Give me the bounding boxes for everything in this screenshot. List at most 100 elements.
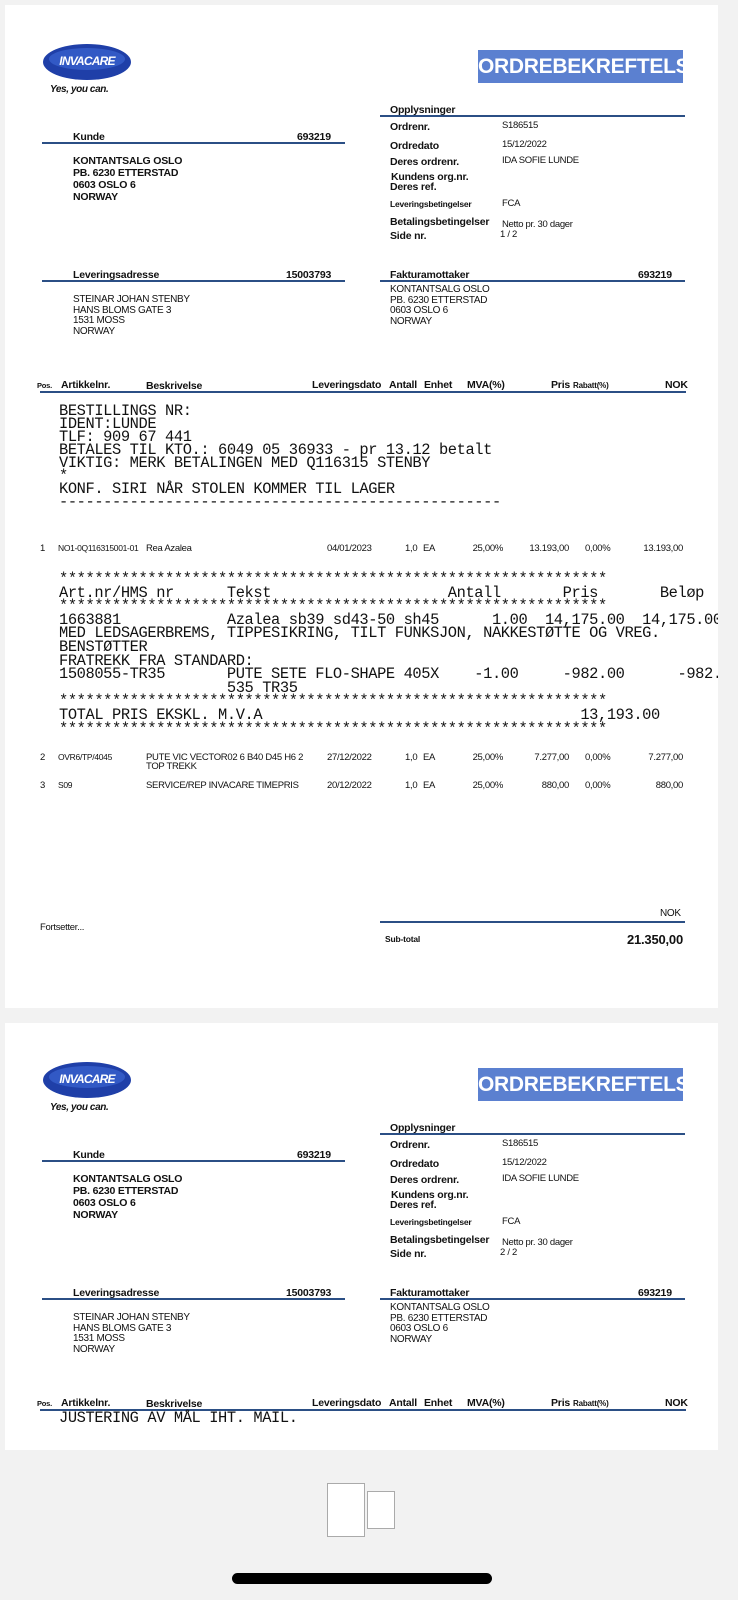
kunde-label: Kunde bbox=[73, 131, 105, 143]
faktura-number: 693219 bbox=[638, 1287, 672, 1299]
row-description: PUTE VIC VECTOR02 6 B40 D45 H6 2 bbox=[146, 752, 304, 763]
col-pris: Pris bbox=[551, 379, 571, 391]
kunde-address-line: KONTANTSALG OSLO bbox=[73, 155, 183, 167]
kunde-address-line: 0603 OSLO 6 bbox=[73, 179, 136, 191]
spec-line: Art.nr/HMS nr Tekst Antall Pris Beløp bbox=[59, 583, 705, 602]
thumbnail-page-2[interactable] bbox=[367, 1491, 395, 1529]
row-description: SERVICE/REP INVACARE TIMEPRIS bbox=[146, 780, 299, 791]
row-vat: 25,00% bbox=[472, 752, 504, 763]
info-label: Deres ordrenr. bbox=[390, 156, 459, 168]
row-delivery-date: 20/12/2022 bbox=[327, 780, 372, 791]
row-discount: 0,00% bbox=[585, 543, 611, 554]
row-price: 7.277,00 bbox=[534, 752, 569, 763]
col-pos: Pos. bbox=[37, 381, 53, 390]
row-quantity: 1,0 bbox=[405, 780, 418, 791]
spec-line: MED LEDSAGERBREMS, TIPPESIKRING, TILT FU… bbox=[59, 624, 660, 643]
row-discount: 0,00% bbox=[585, 752, 611, 763]
order-note-line: TLF: 909 67 441 bbox=[59, 428, 192, 446]
row-article: S09 bbox=[58, 780, 73, 790]
levering-number: 15003793 bbox=[286, 1287, 332, 1299]
faktura-address-line: PB. 6230 ETTERSTAD bbox=[390, 294, 488, 306]
row-total: 13.193,00 bbox=[643, 543, 683, 554]
levering-address-line: STEINAR JOHAN STENBY bbox=[73, 1312, 190, 1323]
spec-line: 1508055-TR35 PUTE SETE FLO-SHAPE 405X -1… bbox=[59, 665, 718, 684]
order-note-line: IDENT:LUNDE bbox=[59, 415, 157, 433]
faktura-address-line: NORWAY bbox=[390, 1333, 432, 1345]
levering-address-line: HANS BLOMS GATE 3 bbox=[73, 1322, 172, 1334]
spec-line: 535 TR35 bbox=[59, 678, 298, 697]
col-antall: Antall bbox=[389, 1397, 417, 1409]
spec-line: ****************************************… bbox=[59, 570, 607, 588]
faktura-number: 693219 bbox=[638, 269, 672, 281]
page-1: INVACARE Yes, you can. ORDREBEKREFTELSE Opp… bbox=[5, 5, 718, 1008]
kunde-number: 693219 bbox=[297, 1149, 331, 1161]
faktura-address-line: KONTANTSALG OSLO bbox=[390, 284, 490, 295]
info-label: Ordrenr. bbox=[390, 1139, 430, 1151]
row-description: Rea Azalea bbox=[146, 543, 192, 554]
order-note-line: JUSTERING AV MÅL IHT. MAIL. bbox=[59, 1409, 298, 1427]
order-line-row: 1 NO1-0Q116315001-01 Rea Azalea 04/01/2023 1… bbox=[5, 543, 718, 567]
divider bbox=[380, 115, 685, 117]
info-label: Ordrenr. bbox=[390, 121, 430, 133]
document-title: ORDREBEKREFTELSE bbox=[478, 1068, 703, 1101]
invacare-logo: INVACARE Yes, you can. bbox=[42, 42, 132, 102]
row-description-2: TOP TREKK bbox=[146, 761, 197, 772]
info-label: Deres ref. bbox=[390, 1199, 437, 1211]
info-label: Leveringsbetingelser bbox=[390, 199, 472, 209]
kunde-number: 693219 bbox=[297, 131, 331, 143]
page-number: 1 / 2 bbox=[500, 229, 517, 240]
faktura-label: Fakturamottaker bbox=[390, 1287, 470, 1299]
page-2: INVACARE Yes, you can. ORDREBEKREFTELSE Opp… bbox=[5, 1023, 718, 1450]
order-note-line: BETALES TIL KTO.: 6049 05 36933 - pr 13.… bbox=[59, 441, 492, 459]
divider bbox=[42, 1298, 345, 1300]
logo-wordmark: INVACARE bbox=[59, 1072, 115, 1086]
footer-currency: NOK bbox=[660, 908, 681, 919]
document-title: ORDREBEKREFTELSE bbox=[478, 50, 703, 83]
info-header: Opplysninger bbox=[390, 1122, 456, 1134]
info-value: Netto pr. 30 dager bbox=[502, 219, 573, 230]
home-indicator[interactable] bbox=[232, 1573, 492, 1584]
info-label: Kundens org.nr. bbox=[391, 171, 469, 183]
row-total: 7.277,00 bbox=[648, 752, 683, 763]
levering-address-line: HANS BLOMS GATE 3 bbox=[73, 304, 172, 316]
row-unit: EA bbox=[423, 752, 436, 763]
divider bbox=[380, 280, 685, 282]
levering-label: Leveringsadresse bbox=[73, 269, 160, 281]
levering-address-line: STEINAR JOHAN STENBY bbox=[73, 294, 190, 305]
info-value: FCA bbox=[502, 198, 521, 209]
info-label: Deres ordrenr. bbox=[390, 1174, 459, 1186]
row-unit: EA bbox=[423, 780, 436, 791]
spec-line: ****************************************… bbox=[59, 597, 607, 616]
row-unit: EA bbox=[423, 543, 436, 554]
col-pris: Pris bbox=[551, 1397, 571, 1409]
faktura-label: Fakturamottaker bbox=[390, 269, 470, 281]
col-rabatt: Rabatt(%) bbox=[573, 381, 609, 390]
col-enhet: Enhet bbox=[424, 1397, 453, 1409]
info-value: 15/12/2022 bbox=[502, 1157, 547, 1168]
order-line-row: 3 S09 SERVICE/REP INVACARE TIMEPRIS 20/12/2… bbox=[5, 780, 718, 804]
info-header: Opplysninger bbox=[390, 104, 456, 116]
info-label: Deres ref. bbox=[390, 181, 437, 193]
row-price: 13.193,00 bbox=[529, 543, 569, 554]
faktura-address-line: KONTANTSALG OSLO bbox=[390, 1302, 490, 1313]
row-pos: 2 bbox=[40, 752, 45, 763]
row-price: 880,00 bbox=[541, 780, 570, 791]
subtotal-value: 21.350,00 bbox=[626, 932, 683, 947]
divider bbox=[40, 391, 686, 393]
divider bbox=[380, 1298, 685, 1300]
col-pos: Pos. bbox=[37, 1399, 53, 1408]
col-leveringsdato: Leveringsdato bbox=[312, 379, 382, 391]
divider bbox=[380, 921, 685, 923]
kunde-label: Kunde bbox=[73, 1149, 105, 1161]
info-value: IDA SOFIE LUNDE bbox=[502, 155, 579, 166]
row-total: 880,00 bbox=[655, 780, 684, 791]
logo-tagline: Yes, you can. bbox=[50, 1102, 109, 1113]
thumbnail-page-1[interactable] bbox=[327, 1483, 365, 1537]
kunde-address-line: NORWAY bbox=[73, 1209, 118, 1221]
divider bbox=[40, 1409, 686, 1411]
row-article: NO1-0Q116315001-01 bbox=[58, 543, 139, 553]
logo-tagline: Yes, you can. bbox=[50, 84, 109, 95]
info-label: Betalingsbetingelser bbox=[390, 1234, 490, 1246]
spec-line: TOTAL PRIS EKSKL. M.V.A 13,193.00 bbox=[59, 706, 660, 724]
row-discount: 0,00% bbox=[585, 780, 611, 791]
